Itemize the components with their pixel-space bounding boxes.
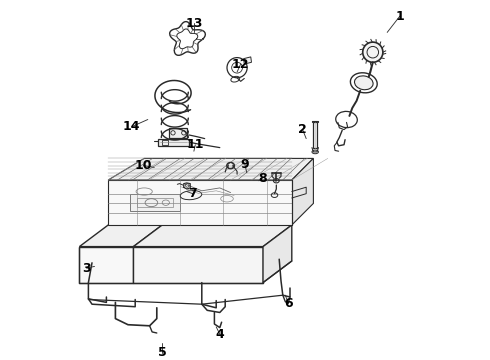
Text: 4: 4 — [216, 328, 224, 341]
Polygon shape — [130, 194, 180, 211]
Polygon shape — [158, 139, 189, 146]
Polygon shape — [263, 225, 292, 283]
Polygon shape — [79, 225, 162, 247]
Polygon shape — [108, 180, 292, 225]
Text: 9: 9 — [241, 158, 249, 171]
Text: 8: 8 — [258, 172, 267, 185]
Text: 7: 7 — [189, 187, 197, 200]
Polygon shape — [292, 158, 314, 225]
Text: 3: 3 — [82, 262, 91, 275]
Polygon shape — [170, 128, 187, 138]
Circle shape — [363, 42, 383, 62]
Polygon shape — [133, 247, 263, 283]
Polygon shape — [79, 247, 133, 283]
Ellipse shape — [354, 76, 373, 90]
Text: 2: 2 — [298, 123, 307, 136]
Text: 11: 11 — [187, 138, 204, 151]
Text: 5: 5 — [158, 346, 167, 359]
Polygon shape — [133, 225, 292, 247]
Ellipse shape — [180, 190, 202, 200]
Text: 12: 12 — [232, 58, 249, 71]
Text: 6: 6 — [284, 297, 293, 310]
Polygon shape — [108, 158, 314, 180]
Text: 1: 1 — [395, 10, 404, 23]
Text: 13: 13 — [185, 17, 202, 30]
Polygon shape — [244, 57, 251, 64]
Text: 14: 14 — [123, 120, 140, 133]
Text: 10: 10 — [135, 159, 152, 172]
Polygon shape — [314, 122, 317, 148]
